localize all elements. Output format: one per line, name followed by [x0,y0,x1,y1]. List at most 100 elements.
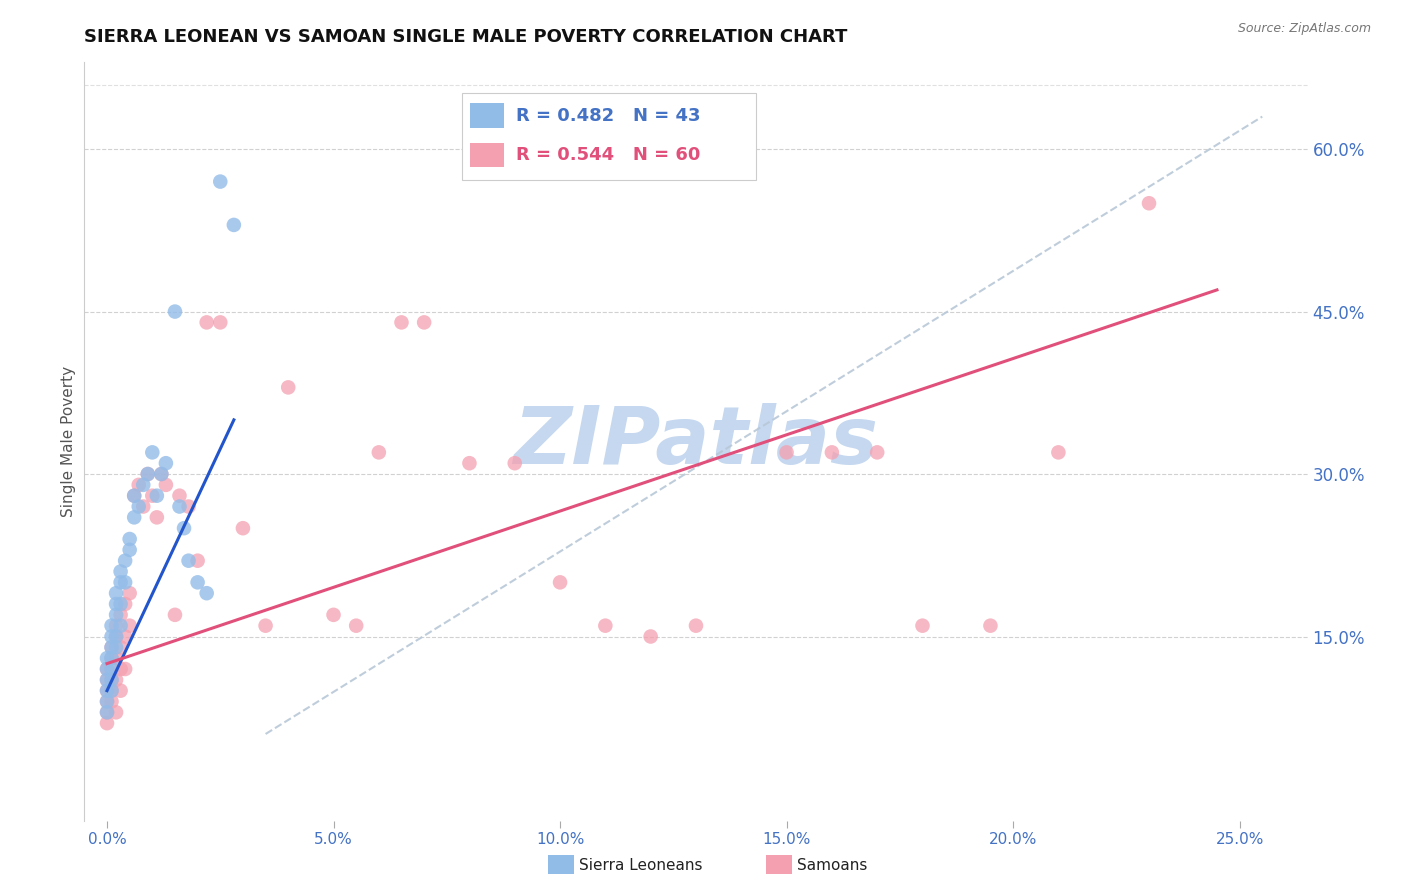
Point [367,445,389,459]
Point [866,445,889,459]
Point [100,651,122,665]
Point [187,575,209,590]
Point [100,630,122,644]
Point [105,630,128,644]
Point [128,500,150,514]
Point [105,706,128,720]
Point [163,607,186,622]
Point [105,607,128,622]
Point [100,651,122,665]
Point [100,673,122,687]
Text: Source: ZipAtlas.com: Source: ZipAtlas.com [1237,22,1371,36]
Point [150,467,173,481]
Point [96,662,118,676]
Point [96,673,118,687]
Point [195,315,218,329]
Point [177,554,200,568]
Point [141,489,163,503]
Point [100,694,122,708]
Point [821,445,844,459]
Point [114,575,136,590]
Point [136,467,159,481]
Point [105,640,128,655]
Point [232,521,254,535]
Point [105,597,128,611]
Point [96,694,118,708]
Point [96,651,118,665]
Point [110,640,132,655]
Point [155,456,177,470]
Point [322,607,344,622]
Point [110,575,132,590]
Point [100,683,122,698]
Point [96,706,118,720]
Point [118,542,141,557]
Text: Sierra Leoneans: Sierra Leoneans [579,858,703,872]
Point [100,673,122,687]
Point [96,683,118,698]
Point [136,467,159,481]
Point [96,673,118,687]
Point [110,607,132,622]
Point [141,445,163,459]
Point [105,651,128,665]
Point [128,478,150,492]
Point [122,489,145,503]
Point [105,618,128,632]
Point [114,597,136,611]
Point [413,315,436,329]
Text: R = 0.482   N = 43: R = 0.482 N = 43 [516,106,700,125]
Point [96,694,118,708]
Bar [470,143,503,167]
Point [100,640,122,655]
Point [1047,445,1070,459]
Point [979,618,1001,632]
Point [163,304,186,318]
Point [150,467,173,481]
Point [911,618,934,632]
Point [100,662,122,676]
Point [1137,196,1160,211]
Point [96,716,118,731]
Point [132,478,155,492]
Text: ZIPatlas: ZIPatlas [513,402,879,481]
Point [114,630,136,644]
Point [155,478,177,492]
Point [344,618,367,632]
Point [173,521,195,535]
Point [114,662,136,676]
Point [110,683,132,698]
Point [100,618,122,632]
Text: Samoans: Samoans [797,858,868,872]
Text: SIERRA LEONEAN VS SAMOAN SINGLE MALE POVERTY CORRELATION CHART: SIERRA LEONEAN VS SAMOAN SINGLE MALE POV… [84,28,848,45]
Point [132,500,155,514]
Point [118,618,141,632]
Bar [470,103,503,128]
Point [503,456,526,470]
Point [96,706,118,720]
Point [391,315,413,329]
Point [100,683,122,698]
Point [548,575,571,590]
Point [110,618,132,632]
Point [209,175,232,189]
Point [105,630,128,644]
Point [122,510,145,524]
Point [118,586,141,600]
Point [105,673,128,687]
Point [169,500,191,514]
Point [110,565,132,579]
Text: R = 0.544   N = 60: R = 0.544 N = 60 [516,146,700,164]
Bar [463,93,756,180]
Point [209,315,232,329]
Point [775,445,797,459]
Point [195,586,218,600]
Point [187,554,209,568]
Point [277,380,299,394]
Point [110,597,132,611]
Point [222,218,245,232]
Point [114,554,136,568]
Point [177,500,200,514]
Point [640,630,662,644]
Point [96,683,118,698]
